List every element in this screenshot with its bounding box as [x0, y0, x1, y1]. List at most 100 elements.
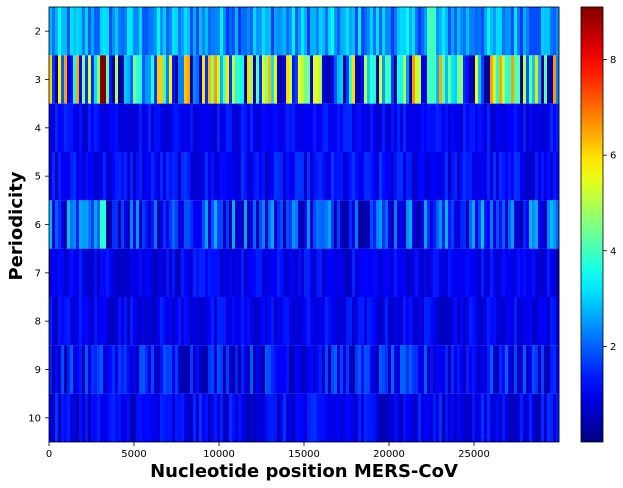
heatmap-cell — [244, 248, 248, 297]
heatmap-cell — [238, 393, 242, 442]
heatmap-cell — [337, 345, 341, 394]
x-tick-label: 5000 — [121, 449, 146, 460]
heatmap-cell — [370, 393, 374, 442]
heatmap-cell — [295, 152, 299, 201]
heatmap-cell — [340, 345, 344, 394]
heatmap-cell — [499, 345, 503, 394]
heatmap-cell — [172, 152, 176, 201]
heatmap-cell — [205, 152, 209, 201]
heatmap-cell — [256, 297, 260, 346]
heatmap-cell — [241, 103, 245, 152]
heatmap-cell — [358, 103, 362, 152]
heatmap-cell — [457, 248, 461, 297]
heatmap-cell — [232, 103, 236, 152]
heatmap-cell — [250, 152, 254, 201]
heatmap-cell — [379, 7, 383, 56]
heatmap-cell — [157, 7, 161, 56]
heatmap-cell — [316, 345, 320, 394]
heatmap-cell — [226, 200, 230, 249]
heatmap-cell — [397, 248, 401, 297]
heatmap-cell — [319, 200, 323, 249]
heatmap-cell — [355, 152, 359, 201]
heatmap-cell — [211, 152, 215, 201]
heatmap-cell — [184, 55, 188, 104]
heatmap-cell — [352, 200, 356, 249]
heatmap-cell — [484, 393, 488, 442]
heatmap-cell — [241, 200, 245, 249]
heatmap-cell — [52, 393, 56, 442]
heatmap-cell — [181, 200, 185, 249]
heatmap-cell — [112, 297, 116, 346]
heatmap-cell — [301, 7, 305, 56]
heatmap-cell — [184, 152, 188, 201]
heatmap-cell — [469, 152, 473, 201]
heatmap-cell — [193, 345, 197, 394]
heatmap-cell — [61, 345, 65, 394]
heatmap-cell — [136, 55, 140, 104]
heatmap-cell — [439, 393, 443, 442]
heatmap-cell — [442, 248, 446, 297]
heatmap-cell — [325, 7, 329, 56]
heatmap-cell — [280, 103, 284, 152]
heatmap-cell — [445, 345, 449, 394]
heatmap-cell — [67, 152, 71, 201]
heatmap-cell — [181, 103, 185, 152]
heatmap-cell — [343, 297, 347, 346]
heatmap-cell — [262, 248, 266, 297]
heatmap-cell — [91, 248, 95, 297]
heatmap-cell — [181, 248, 185, 297]
heatmap-cell — [334, 55, 338, 104]
heatmap-cell — [493, 152, 497, 201]
heatmap-cell — [445, 393, 449, 442]
heatmap-cell — [508, 297, 512, 346]
heatmap-cell — [85, 393, 89, 442]
heatmap-cell — [151, 7, 155, 56]
heatmap-cell — [379, 103, 383, 152]
heatmap-cell — [364, 393, 368, 442]
heatmap-cell — [289, 248, 293, 297]
heatmap-cell — [268, 55, 272, 104]
heatmap-cell — [502, 345, 506, 394]
heatmap-cell — [466, 200, 470, 249]
heatmap-cell — [151, 152, 155, 201]
heatmap-cell — [55, 297, 59, 346]
heatmap-cell — [343, 55, 347, 104]
heatmap-cell — [229, 103, 233, 152]
heatmap-cell — [184, 297, 188, 346]
heatmap-cell — [211, 345, 215, 394]
heatmap-cell — [343, 152, 347, 201]
heatmap-cell — [253, 103, 257, 152]
heatmap-cell — [58, 152, 62, 201]
heatmap-cell — [109, 297, 113, 346]
heatmap-cell — [259, 103, 263, 152]
heatmap-cell — [472, 7, 476, 56]
heatmap-cell — [481, 103, 485, 152]
heatmap-cell — [349, 248, 353, 297]
heatmap-cell — [133, 55, 137, 104]
heatmap-cell — [277, 393, 281, 442]
heatmap-cell — [340, 55, 344, 104]
heatmap-cell — [298, 55, 302, 104]
heatmap-cell — [334, 152, 338, 201]
heatmap-cell — [367, 7, 371, 56]
heatmap-cell — [340, 248, 344, 297]
heatmap-cell — [103, 297, 107, 346]
heatmap-cell — [301, 103, 305, 152]
heatmap-cell — [475, 297, 479, 346]
heatmap-cell — [481, 7, 485, 56]
heatmap-cell — [166, 55, 170, 104]
heatmap-cell — [97, 152, 101, 201]
heatmap-cell — [223, 7, 227, 56]
heatmap-cell — [214, 297, 218, 346]
heatmap-cell — [76, 345, 80, 394]
heatmap-cell — [394, 345, 398, 394]
heatmap-cell — [430, 152, 434, 201]
heatmap-cell — [451, 152, 455, 201]
heatmap-cell — [289, 7, 293, 56]
heatmap-cell — [529, 297, 533, 346]
heatmap-cell — [190, 7, 194, 56]
heatmap-cell — [547, 393, 551, 442]
heatmap-cell — [85, 200, 89, 249]
heatmap-cell — [211, 7, 215, 56]
heatmap-cell — [448, 55, 452, 104]
